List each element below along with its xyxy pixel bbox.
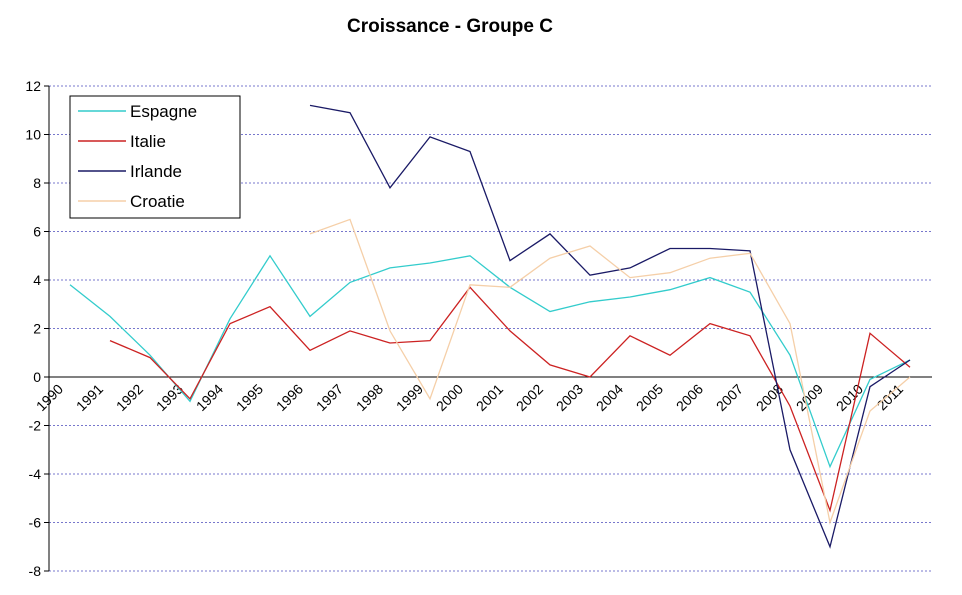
legend-label: Espagne — [130, 102, 197, 121]
series-line-espagne — [69, 254, 911, 469]
x-tick-label: 2011 — [874, 381, 907, 414]
chart-title: Croissance - Groupe C — [347, 16, 553, 37]
y-tick-label: -6 — [29, 515, 42, 531]
y-tick-label: 8 — [33, 175, 41, 191]
y-tick-label: 0 — [33, 369, 41, 385]
legend-box — [69, 95, 241, 219]
x-tick-label: 2005 — [633, 381, 666, 414]
legend-label: Irlande — [130, 162, 182, 181]
series-lines — [69, 104, 911, 549]
y-tick-label: -2 — [29, 418, 42, 434]
x-tick-label: 1996 — [273, 381, 306, 414]
legend: Espagne Italie Irlande Croatie — [69, 95, 241, 219]
x-tick-label: 2004 — [593, 381, 626, 414]
x-tick-label: 1991 — [73, 381, 106, 414]
x-tick-label: 1999 — [393, 381, 426, 414]
legend-label: Croatie — [130, 192, 185, 211]
y-tick-label: -4 — [29, 466, 42, 482]
y-tick-label: 12 — [25, 78, 41, 94]
x-tick-labels: 1990 1991 1992 1993 1994 1995 1996 1997 1998 1999… — [33, 381, 906, 414]
y-tick-label: 4 — [33, 272, 41, 288]
x-tick-label: 1997 — [313, 381, 346, 414]
y-tick-label: 6 — [33, 224, 41, 240]
x-tick-label: 2006 — [673, 381, 706, 414]
x-tick-label: 2007 — [713, 381, 746, 414]
x-tick-label: 1995 — [233, 381, 266, 414]
series-line-italie — [109, 286, 911, 513]
x-tick-label: 1992 — [113, 381, 146, 414]
y-tick-label: 10 — [25, 127, 41, 143]
y-tick-labels: -8 -6 -4 -2 0 2 4 6 8 10 12 — [25, 78, 41, 579]
y-tick-label: -8 — [29, 563, 42, 579]
x-tick-label: 2001 — [473, 381, 506, 414]
legend-label: Italie — [130, 132, 166, 151]
x-tick-label: 1998 — [353, 381, 386, 414]
y-tick-label: 2 — [33, 321, 41, 337]
axes — [44, 85, 932, 572]
x-tick-label: 2003 — [553, 381, 586, 414]
series-line-croatie — [309, 218, 911, 525]
x-tick-label: 2000 — [433, 381, 466, 414]
x-tick-label: 1993 — [153, 381, 186, 414]
x-tick-label: 1990 — [33, 381, 66, 414]
x-tick-label: 2002 — [513, 381, 546, 414]
series-line-irlande — [309, 104, 911, 549]
